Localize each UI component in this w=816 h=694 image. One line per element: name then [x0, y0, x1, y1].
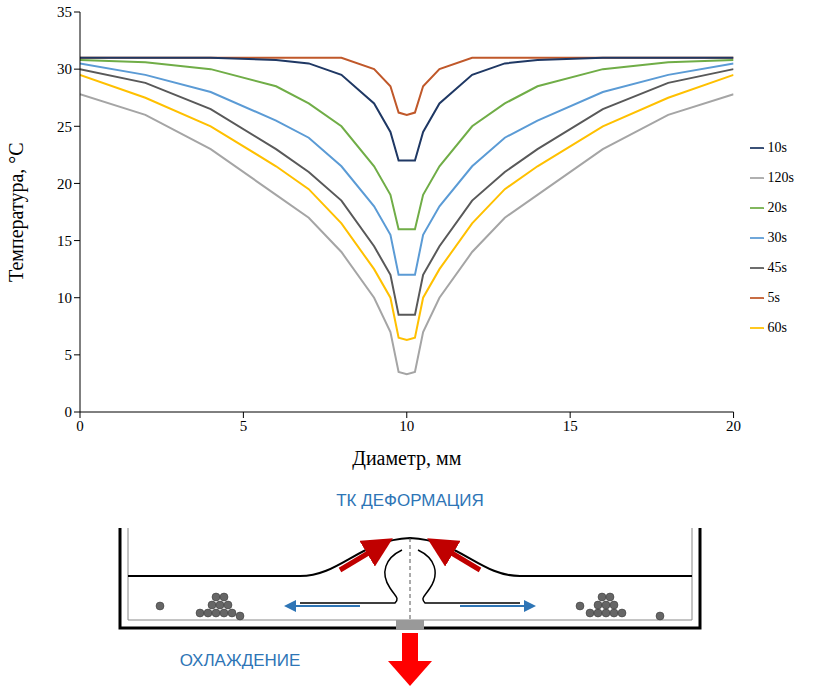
svg-text:30: 30 — [57, 61, 72, 77]
svg-text:35: 35 — [57, 4, 72, 20]
svg-text:Температура, °C: Температура, °C — [5, 142, 28, 282]
html-text:45s: 45s — [767, 259, 787, 275]
html-text:60s: 60s — [767, 319, 787, 335]
html-text:5s: 5s — [767, 289, 780, 305]
svg-text:5: 5 — [65, 347, 73, 363]
svg-text:15: 15 — [57, 233, 72, 249]
svg-text:15: 15 — [563, 418, 578, 434]
svg-text:10: 10 — [57, 290, 72, 306]
svg-text:10: 10 — [399, 418, 414, 434]
svg-text:0: 0 — [65, 404, 73, 420]
svg-text:20: 20 — [57, 176, 72, 192]
html-text:30s: 30s — [767, 229, 787, 245]
svg-text:ОХЛАЖДЕНИЕ: ОХЛАЖДЕНИЕ — [180, 651, 301, 670]
svg-text:0: 0 — [76, 418, 84, 434]
svg-text:20: 20 — [726, 418, 741, 434]
svg-text:Диаметр, мм: Диаметр, мм — [352, 447, 461, 470]
html-text:10s: 10s — [767, 139, 787, 155]
html-text:20s: 20s — [767, 199, 787, 215]
svg-text:5: 5 — [240, 418, 248, 434]
svg-text:25: 25 — [57, 119, 72, 135]
html-text:120s: 120s — [767, 169, 794, 185]
svg-text:ТК ДЕФОРМАЦИЯ: ТК ДЕФОРМАЦИЯ — [336, 491, 484, 510]
